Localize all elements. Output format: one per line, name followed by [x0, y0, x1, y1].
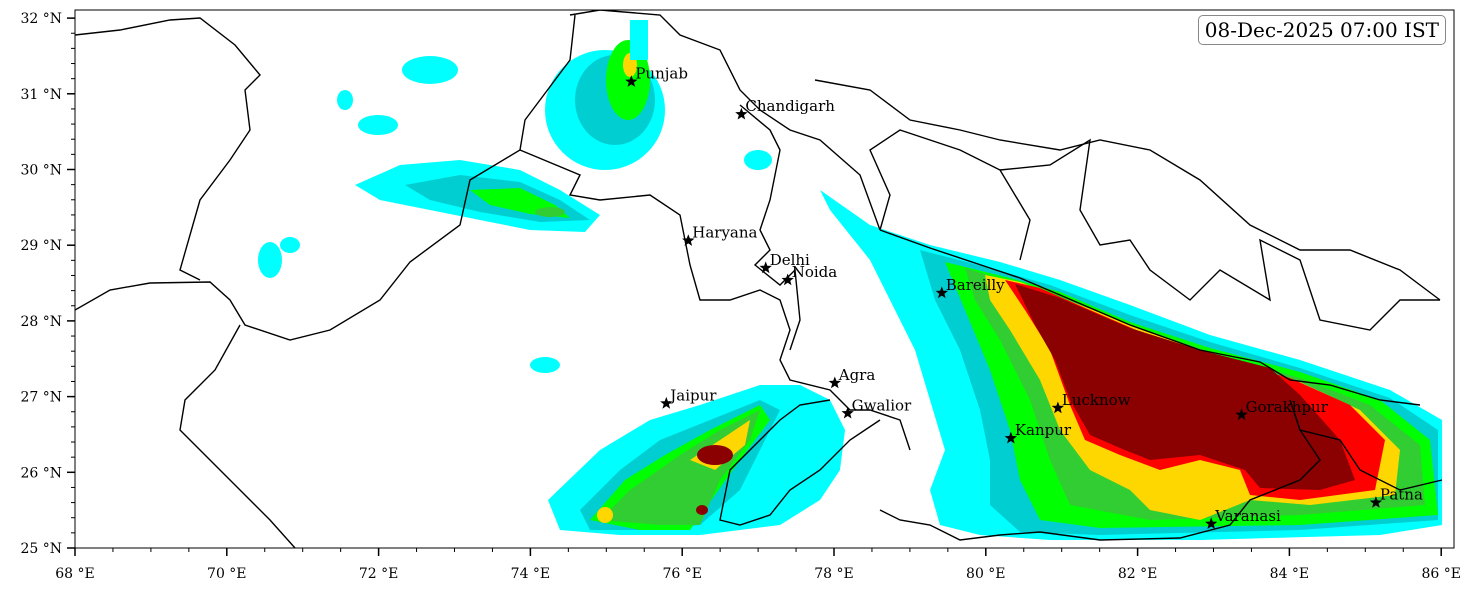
x-tick-label: 68 °E: [55, 566, 94, 582]
city-label: Bareilly: [946, 276, 1005, 294]
city-kanpur: Kanpur: [1004, 421, 1072, 444]
city-label: Agra: [838, 366, 876, 384]
city-jaipur: Jaipur: [660, 386, 717, 409]
precip-level-1: [744, 150, 772, 170]
city-label: Jaipur: [668, 386, 717, 404]
state-border: [1289, 399, 1443, 491]
city-bareilly: Bareilly: [935, 276, 1005, 299]
y-tick-label: 26 °N: [20, 465, 62, 481]
y-tick-label: 30 °N: [20, 163, 62, 179]
city-gorakhpur: Gorakhpur: [1235, 398, 1329, 420]
star-marker-icon: [1205, 517, 1218, 529]
precip-level-1: [358, 115, 398, 135]
y-tick-label: 29 °N: [20, 238, 62, 254]
city-haryana: Haryana: [682, 224, 758, 246]
x-tick-label: 76 °E: [662, 566, 701, 582]
state-border: [879, 399, 1321, 541]
international-border: [179, 324, 296, 548]
star-marker-icon: [735, 107, 748, 120]
x-tick-label: 82 °E: [1118, 566, 1157, 582]
precip-level-7: [1015, 284, 1355, 490]
city-label: Gorakhpur: [1246, 398, 1329, 416]
boundaries-layer: [75, 10, 1443, 548]
x-tick-label: 80 °E: [966, 566, 1005, 582]
city-lucknow: Lucknow: [1051, 391, 1131, 414]
x-tick-label: 70 °E: [207, 566, 246, 582]
precip-level-5: [597, 507, 613, 523]
precip-level-4: [535, 207, 565, 217]
city-label: Gwalior: [852, 396, 912, 414]
precip-level-4: [600, 410, 760, 525]
plot-frame: [74, 9, 1455, 549]
international-border: [75, 17, 261, 281]
nepal-border: [879, 229, 1421, 406]
city-label: Kanpur: [1015, 421, 1072, 439]
state-border: [519, 149, 911, 451]
precip-level-7: [697, 445, 733, 465]
x-tick-label: 84 °E: [1270, 566, 1309, 582]
y-tick-label: 25 °N: [20, 541, 62, 557]
precip-level-1: [280, 237, 300, 253]
y-tick-label: 32 °N: [20, 11, 62, 27]
precip-level-1: [630, 20, 648, 60]
city-varanasi: Varanasi: [1205, 507, 1281, 529]
state-border: [999, 138, 1440, 331]
star-marker-icon: [841, 406, 854, 419]
city-patna: Patna: [1369, 486, 1423, 508]
state-border: [869, 129, 1031, 261]
precip-level-7: [696, 505, 708, 515]
city-label: Punjab: [635, 65, 688, 83]
star-marker-icon: [935, 286, 948, 299]
city-label: Patna: [1380, 486, 1423, 504]
star-marker-icon: [828, 376, 841, 389]
x-tick-label: 72 °E: [359, 566, 398, 582]
city-label: Lucknow: [1062, 391, 1131, 409]
y-tick-label: 27 °N: [20, 390, 62, 406]
y-tick-label: 31 °N: [20, 87, 62, 103]
precip-level-1: [402, 56, 458, 84]
city-agra: Agra: [828, 366, 876, 389]
x-tick-label: 78 °E: [814, 566, 853, 582]
city-noida: Noida: [781, 263, 838, 286]
star-marker-icon: [625, 75, 638, 87]
axes: 68 °E 70 °E 72 °E 74 °E 76 °E 78 °E 80 °E 82 °E…: [20, 11, 1460, 582]
city-gwalior: Gwalior: [841, 396, 912, 419]
precip-level-1: [337, 90, 353, 110]
star-marker-icon: [1051, 401, 1065, 414]
precip-level-1: [530, 357, 560, 373]
city-label: Varanasi: [1214, 507, 1281, 525]
star-marker-icon: [1004, 431, 1017, 444]
star-marker-icon: [759, 261, 772, 274]
international-border: [569, 10, 881, 231]
precipitation-layer: [258, 20, 1442, 540]
state-border: [719, 399, 881, 526]
city-label: Delhi: [770, 251, 810, 269]
y-tick-label: 28 °N: [20, 314, 62, 330]
x-tick-label: 86 °E: [1421, 566, 1460, 582]
city-punjab: Punjab: [625, 65, 688, 87]
star-marker-icon: [781, 273, 794, 286]
city-label: Chandigarh: [745, 97, 835, 115]
star-marker-icon: [660, 396, 673, 409]
star-marker-icon: [682, 234, 695, 246]
star-marker-icon: [1369, 496, 1383, 508]
international-border: [75, 14, 576, 341]
x-tick-label: 74 °E: [511, 566, 550, 582]
city-label: Haryana: [692, 224, 757, 242]
city-delhi: Delhi: [759, 251, 810, 274]
city-chandigarh: Chandigarh: [735, 97, 835, 120]
precip-level-1: [258, 242, 282, 278]
star-marker-icon: [1235, 408, 1248, 420]
timestamp-label: 08-Dec-2025 07:00 IST: [1197, 15, 1446, 45]
city-label: Noida: [792, 263, 838, 281]
state-border: [739, 104, 801, 351]
nepal-border: [814, 79, 1441, 301]
